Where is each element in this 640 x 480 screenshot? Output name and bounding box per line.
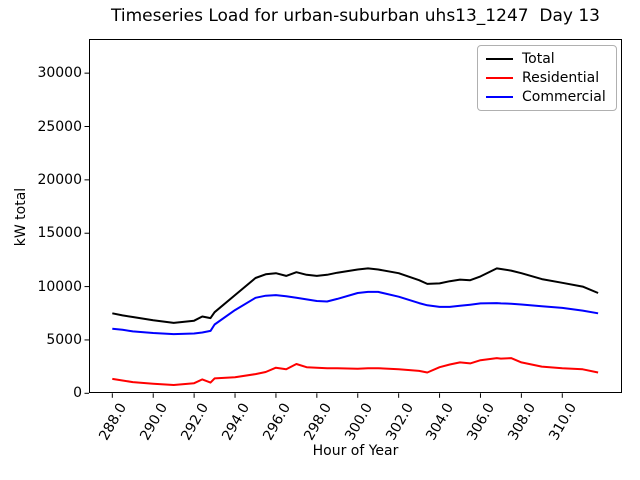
- legend-item-commercial: Commercial: [486, 89, 608, 105]
- line-total: [112, 267, 599, 324]
- legend-item-total: Total: [486, 51, 608, 67]
- legend-line-swatch: [486, 57, 513, 60]
- x-axis-label: Hour of Year: [312, 443, 399, 459]
- y-tick-label: 20000: [37, 171, 82, 188]
- legend-line-swatch: [486, 76, 513, 79]
- line-residential: [112, 357, 599, 386]
- y-tick-label: 30000: [37, 65, 82, 82]
- y-tick-label: 0: [73, 385, 82, 402]
- legend-label: Total: [522, 50, 555, 67]
- line-commercial: [112, 290, 599, 336]
- y-tick-label: 5000: [46, 331, 82, 348]
- y-tick-label: 15000: [37, 225, 82, 242]
- legend-label: Commercial: [522, 89, 606, 106]
- legend-line-swatch: [486, 96, 513, 99]
- y-tick-label: 10000: [37, 278, 82, 295]
- legend-label: Residential: [522, 69, 600, 86]
- legend-item-residential: Residential: [486, 70, 608, 86]
- chart-title: Timeseries Load for urban-suburban uhs13…: [111, 6, 600, 26]
- y-tick-label: 25000: [37, 118, 82, 135]
- legend: Total Residential Commercial: [477, 45, 617, 111]
